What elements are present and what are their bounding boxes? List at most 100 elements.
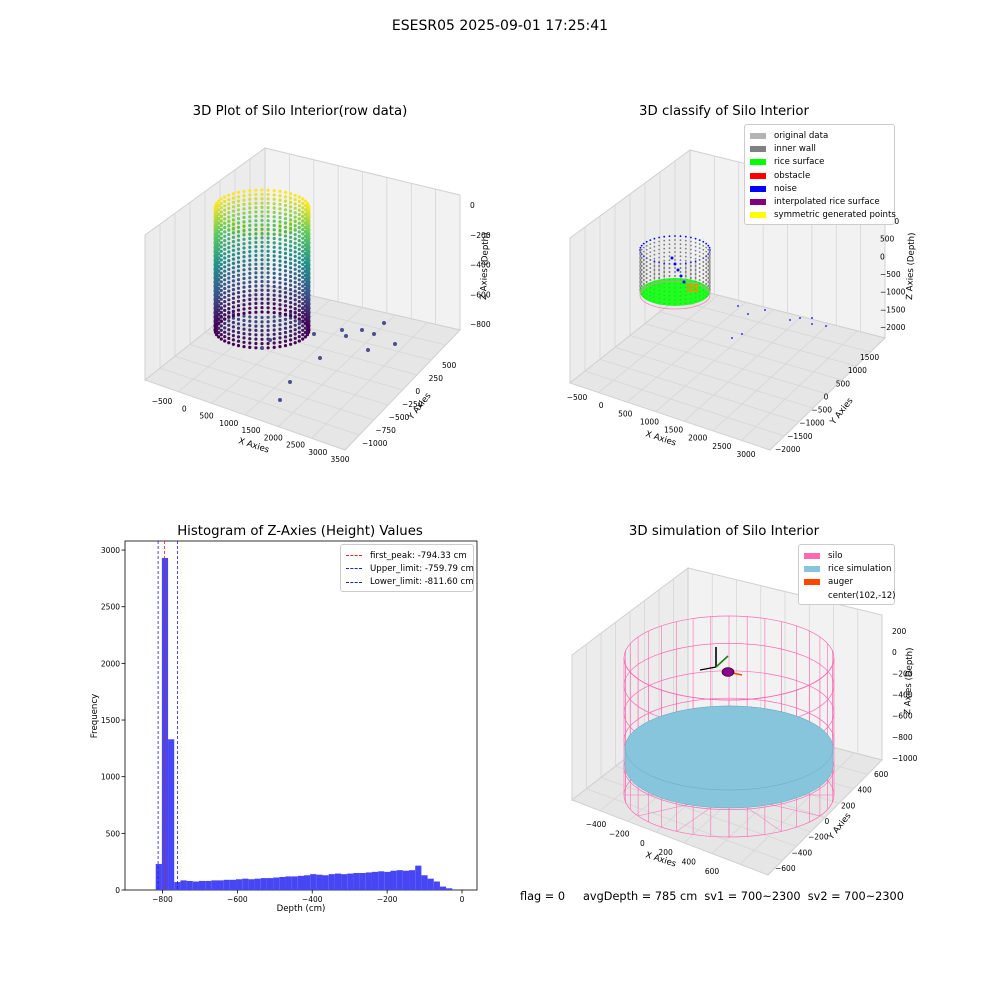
- raw-point: [254, 284, 258, 288]
- raw-point: [301, 223, 305, 227]
- panel1-ztick-label: −600: [470, 290, 491, 299]
- raw-point: [301, 302, 305, 306]
- raw-point: [293, 198, 297, 202]
- classified-point: [684, 247, 687, 250]
- classified-point: [639, 285, 641, 287]
- classified-point: [686, 286, 690, 290]
- histogram-bar: [304, 875, 311, 890]
- classified-point: [708, 282, 711, 285]
- panel2-legend-item: inner wall: [750, 142, 889, 155]
- raw-point: [215, 214, 219, 218]
- raw-point: [303, 264, 307, 269]
- raw-point: [289, 257, 293, 261]
- raw-point: [272, 267, 276, 271]
- classified-point: [708, 266, 711, 269]
- raw-point: [289, 309, 293, 313]
- raw-point: [272, 311, 276, 315]
- raw-point: [219, 223, 223, 227]
- raw-point: [219, 210, 223, 214]
- panel1-ytick-label: −250: [402, 400, 423, 409]
- raw-point: [266, 210, 270, 214]
- raw-point: [236, 273, 241, 277]
- hist-ytick-label: 3000: [101, 546, 120, 555]
- raw-point: [248, 319, 252, 323]
- raw-point: [217, 199, 221, 203]
- histogram-bar: [396, 870, 403, 890]
- classified-point: [689, 283, 693, 287]
- classified-point: [709, 261, 711, 263]
- raw-point: [231, 288, 235, 292]
- classified-point: [707, 252, 710, 255]
- raw-point: [217, 273, 221, 277]
- legend-label: rice simulation: [828, 563, 892, 574]
- raw-point: [231, 334, 235, 338]
- panel1-ztick-label: 0: [470, 201, 475, 210]
- panel2-ytick-label: −1500: [787, 432, 813, 441]
- raw-point: [260, 337, 264, 341]
- raw-point: [260, 288, 264, 292]
- noise-point: [676, 268, 680, 272]
- noise-point: [673, 262, 677, 266]
- raw-point: [254, 288, 258, 292]
- raw-point: [254, 245, 258, 249]
- raw-point: [289, 196, 293, 200]
- raw-point: [217, 251, 221, 255]
- raw-point: [227, 323, 231, 327]
- classified-point: [684, 266, 687, 269]
- raw-point: [301, 275, 305, 279]
- raw-point: [283, 199, 288, 203]
- raw-point: [219, 197, 223, 201]
- histogram-bar: [415, 865, 422, 890]
- raw-point: [219, 280, 223, 284]
- classified-point: [709, 277, 711, 279]
- raw-point: [248, 324, 252, 328]
- raw-point: [266, 201, 270, 205]
- noise-point: [789, 319, 791, 321]
- raw-point: [272, 306, 276, 310]
- raw-point: [293, 259, 297, 263]
- raw-point: [242, 242, 246, 246]
- noise-point: [747, 313, 749, 315]
- panel2-xtick-label: 3000: [736, 450, 755, 459]
- histogram-bar: [353, 873, 360, 890]
- classified-point: [668, 271, 671, 274]
- classified-point: [645, 252, 648, 255]
- raw-point: [215, 310, 219, 314]
- panel2-legend-item: obstacle: [750, 169, 889, 182]
- raw-point: [283, 286, 288, 290]
- histogram-bar: [254, 878, 261, 890]
- raw-point: [236, 225, 241, 229]
- histogram-bar: [384, 871, 391, 890]
- raw-point: [242, 259, 246, 263]
- raw-point: [217, 230, 221, 234]
- raw-point: [266, 320, 270, 324]
- raw-point: [283, 326, 288, 330]
- classified-point: [702, 244, 705, 247]
- raw-point: [283, 234, 288, 238]
- classified-point: [653, 268, 656, 271]
- raw-point: [217, 216, 221, 221]
- raw-point: [223, 308, 227, 312]
- classified-point: [709, 265, 711, 267]
- classified-point: [668, 259, 671, 262]
- classified-point: [707, 260, 710, 263]
- panel1-xtick-label: 2500: [286, 441, 305, 450]
- raw-point: [215, 219, 219, 223]
- raw-point: [254, 206, 258, 210]
- raw-point: [227, 319, 231, 323]
- raw-point: [278, 307, 282, 311]
- raw-point: [248, 250, 252, 254]
- raw-point: [231, 248, 235, 252]
- raw-point: [217, 282, 221, 286]
- noise-point: [670, 256, 674, 260]
- raw-point: [289, 261, 293, 265]
- raw-point: [236, 195, 241, 199]
- raw-point: [227, 198, 231, 202]
- classified-point: [663, 243, 666, 246]
- raw-point: [215, 236, 219, 240]
- raw-point: [242, 220, 246, 224]
- raw-point: [248, 245, 252, 249]
- raw-point: [272, 202, 276, 206]
- raw-point: [283, 221, 288, 225]
